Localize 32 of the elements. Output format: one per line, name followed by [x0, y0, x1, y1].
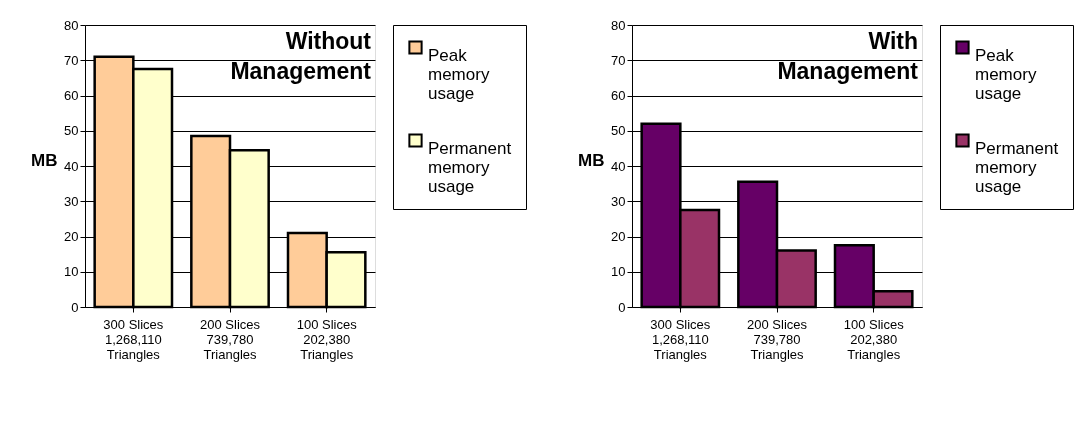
x-tick-label: 200 Slices 739,780 Triangles [200, 316, 261, 362]
legend-label: Peak memory usage [428, 45, 490, 103]
y-axis-title: MB [578, 150, 605, 170]
y-tick-label: 80 [611, 17, 626, 33]
y-tick-label: 30 [64, 193, 79, 209]
text: Without Management [230, 28, 372, 84]
y-tick-label: 30 [611, 193, 626, 209]
y-tick-label: 40 [64, 158, 79, 174]
y-tick-label: 10 [64, 264, 79, 280]
y-tick-label: 0 [618, 299, 626, 315]
y-tick-label: 70 [611, 52, 626, 68]
y-tick-label: 80 [64, 17, 79, 33]
y-tick-label: 20 [611, 229, 626, 244]
y-tick-label: 40 [611, 158, 626, 174]
x-tick-label: 200 Slices 739,780 Triangles [747, 316, 808, 362]
x-tick-label: 100 Slices 202,380 Triangles [843, 316, 905, 362]
y-tick-label: 20 [64, 229, 79, 244]
text: With Management [777, 28, 919, 84]
y-tick-label: 60 [611, 88, 626, 103]
y-tick-label: 50 [64, 123, 79, 139]
legend-label: Peak memory usage [975, 45, 1037, 103]
y-tick-label: 50 [611, 123, 626, 139]
x-tick-label: 300 Slices 1,268,110 Triangles [103, 316, 164, 362]
legend-label: Permanent memory usage [428, 138, 512, 196]
y-tick-label: 70 [64, 52, 79, 68]
y-tick-label: 10 [611, 264, 626, 280]
y-tick-label: 0 [71, 299, 79, 315]
x-tick-label: 300 Slices 1,268,110 Triangles [650, 316, 711, 362]
x-tick-label: 100 Slices 202,380 Triangles [296, 316, 358, 362]
y-axis-title: MB [31, 150, 58, 170]
legend-label: Permanent memory usage [975, 138, 1059, 196]
y-tick-label: 60 [64, 88, 79, 103]
